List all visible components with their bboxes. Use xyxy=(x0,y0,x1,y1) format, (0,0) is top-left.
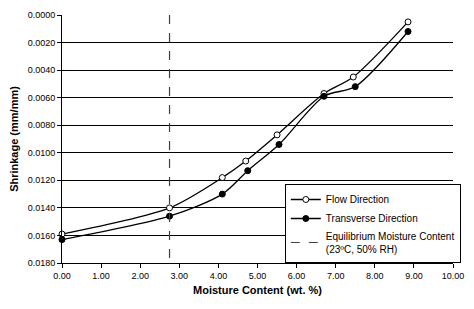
svg-text:5.00: 5.00 xyxy=(249,271,267,281)
svg-text:4.00: 4.00 xyxy=(210,271,228,281)
svg-text:Moisture Content (wt. %): Moisture Content (wt. %) xyxy=(193,284,322,296)
svg-text:9.00: 9.00 xyxy=(405,271,423,281)
svg-text:0.00: 0.00 xyxy=(53,271,71,281)
svg-text:0.0040: 0.0040 xyxy=(28,65,56,75)
svg-text:0.0080: 0.0080 xyxy=(28,120,56,130)
svg-text:Flow Direction: Flow Direction xyxy=(326,194,389,205)
svg-text:6.00: 6.00 xyxy=(288,271,306,281)
svg-text:7.00: 7.00 xyxy=(327,271,345,281)
svg-text:2.00: 2.00 xyxy=(131,271,149,281)
svg-text:3.00: 3.00 xyxy=(171,271,189,281)
svg-text:1.00: 1.00 xyxy=(92,271,110,281)
svg-text:Shrinkage (mm/mm): Shrinkage (mm/mm) xyxy=(8,86,20,192)
svg-text:0.0120: 0.0120 xyxy=(28,175,56,185)
svg-text:0.0000: 0.0000 xyxy=(28,10,56,20)
svg-text:0.0060: 0.0060 xyxy=(28,93,56,103)
svg-text:10.00: 10.00 xyxy=(442,271,465,281)
svg-text:Transverse Direction: Transverse Direction xyxy=(326,213,418,224)
svg-text:0.0180: 0.0180 xyxy=(28,258,56,268)
svg-text:0.0100: 0.0100 xyxy=(28,148,56,158)
svg-text:Equilibrium Moisture Content(2: Equilibrium Moisture Content(23ºC, 50% R… xyxy=(326,231,455,255)
svg-text:0.0140: 0.0140 xyxy=(28,203,56,213)
svg-text:0.0020: 0.0020 xyxy=(28,38,56,48)
svg-text:0.0160: 0.0160 xyxy=(28,231,56,241)
svg-text:8.00: 8.00 xyxy=(366,271,384,281)
